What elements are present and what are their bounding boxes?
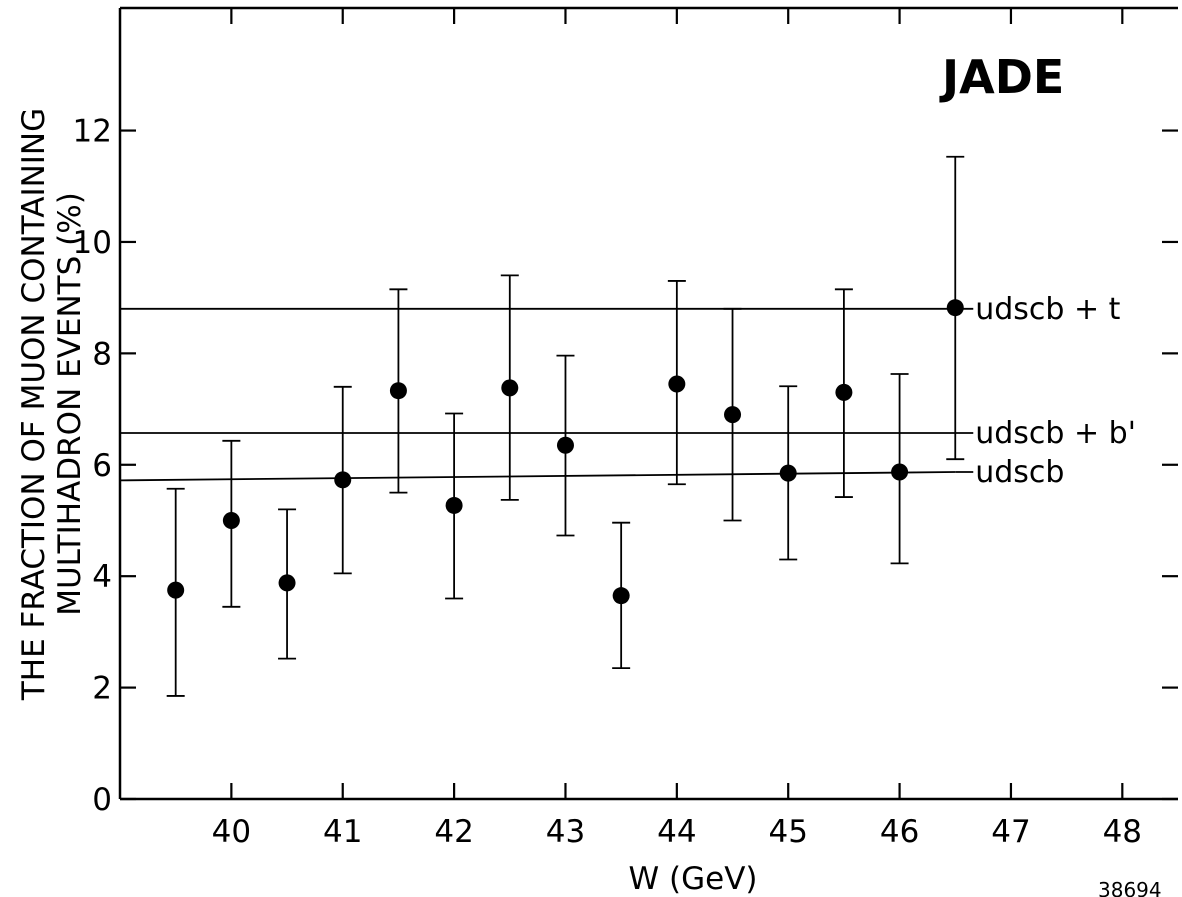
y-tick-label: 2	[92, 671, 112, 707]
experiment-label: JADE	[939, 50, 1064, 104]
data-point	[167, 581, 185, 599]
x-tick-label: 47	[991, 814, 1030, 850]
y-tick-label: 6	[92, 448, 112, 484]
reference-line-label: udscb	[975, 455, 1064, 490]
y-axis-title-line2: MULTIHADRON EVENTS (%)	[52, 192, 88, 616]
reference-line-label: udscb + b'	[975, 416, 1136, 451]
data-point	[891, 463, 909, 481]
data-point	[501, 379, 519, 397]
data-point	[779, 464, 797, 482]
x-axis-title: W (GeV)	[629, 861, 758, 897]
x-tick-label: 43	[546, 814, 585, 850]
reference-line	[119, 471, 956, 482]
data-point	[389, 382, 407, 400]
x-tick-label: 41	[323, 814, 362, 850]
text-labels: JADE W (GeV) THE FRACTION OF MUON CONTAI…	[16, 50, 1162, 897]
figure-number: 38694	[1098, 878, 1162, 897]
data-point	[222, 511, 240, 529]
reference-line-label: udscb + t	[975, 292, 1120, 327]
x-tick-label: 40	[212, 814, 251, 850]
data-point	[835, 383, 853, 401]
x-tick-label: 42	[434, 814, 473, 850]
data-point	[445, 496, 463, 514]
data-point	[612, 587, 630, 605]
y-axis-title-line1: THE FRACTION OF MUON CONTAINING	[16, 108, 52, 701]
data-point	[724, 406, 742, 424]
x-tick-label: 48	[1103, 814, 1142, 850]
data-point	[556, 436, 574, 454]
y-tick-label: 0	[92, 782, 112, 818]
data-point	[946, 299, 964, 317]
data-point	[668, 375, 686, 393]
x-tick-label: 44	[657, 814, 696, 850]
y-tick-label: 12	[73, 114, 112, 150]
y-tick-label: 4	[92, 559, 112, 595]
x-tick-label: 46	[880, 814, 919, 850]
axes	[118, 6, 1178, 801]
data-point	[334, 471, 352, 489]
reference-lines: udscb + t udscb + b' udscb	[119, 292, 1136, 490]
y-tick-label: 10	[73, 225, 112, 261]
data-point	[278, 574, 296, 592]
error-bars	[166, 155, 965, 697]
data-points	[167, 299, 964, 605]
x-tick-label: 45	[768, 814, 807, 850]
y-tick-label: 8	[92, 336, 112, 372]
